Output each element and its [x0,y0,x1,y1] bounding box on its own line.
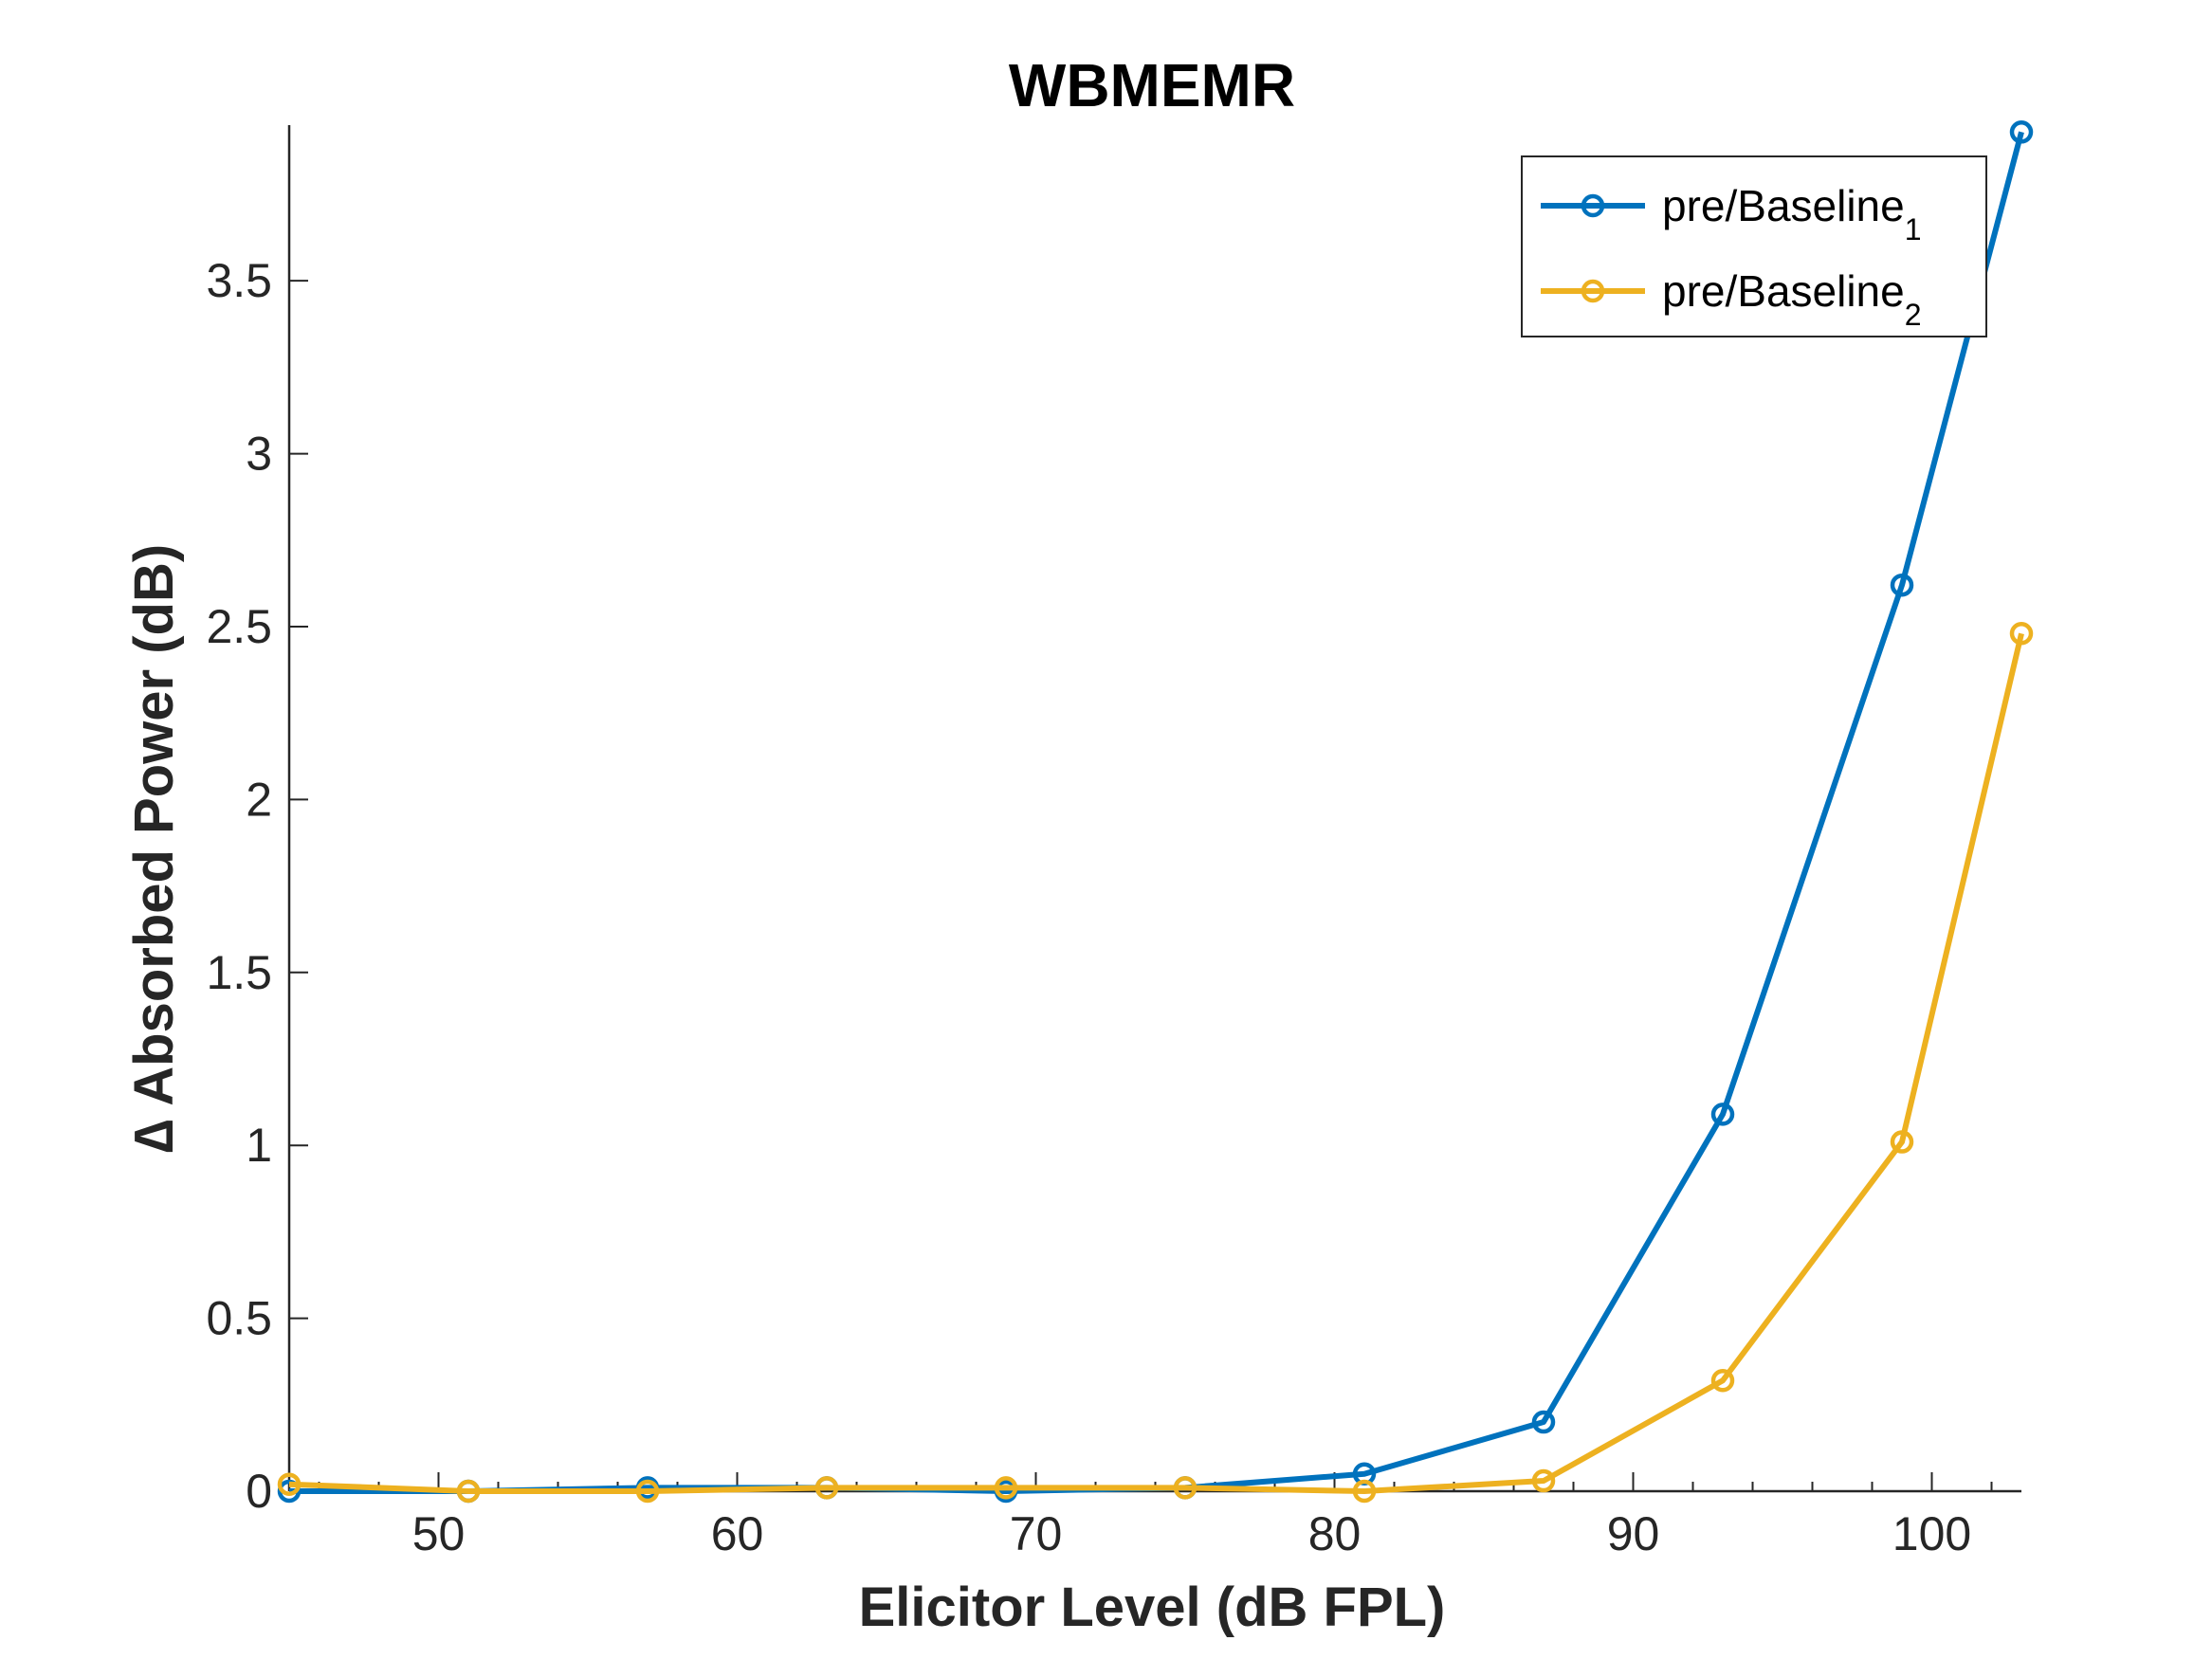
chart-title: WBMEMR [1009,51,1295,119]
legend-marker [1581,193,1605,218]
data-point [2009,120,2034,144]
series-layer [277,120,2034,1504]
y-tick-label: 3 [246,428,272,481]
data-point [277,1479,302,1504]
y-tick-label: 1.5 [206,946,272,999]
y-tick-label: 0 [246,1465,272,1518]
legend-subscript: 1 [1905,212,1922,246]
data-point [277,1472,302,1496]
data-point [1173,1476,1197,1500]
y-tick-label: 1 [246,1119,272,1172]
y-axis-ticks: 0 0.5 1 1.5 2 2.5 3 3.5 [206,254,308,1518]
data-point [1890,1130,1914,1154]
data-point [994,1476,1018,1500]
data-point [1531,1410,1556,1434]
x-tick-label: 50 [412,1507,466,1560]
x-tick-label: 60 [711,1507,764,1560]
data-point [1890,573,1914,597]
x-tick-label: 70 [1010,1507,1063,1560]
data-point [1352,1479,1377,1504]
y-tick-label: 0.5 [206,1292,272,1345]
legend-box [1521,155,1987,337]
y-tick-label: 2.5 [206,600,272,653]
data-point [1531,1468,1556,1493]
y-tick-label: 2 [246,773,272,826]
legend-subscript: 2 [1905,298,1922,332]
data-point [456,1479,481,1504]
x-tick-label: 100 [1892,1507,1971,1560]
series-line [288,632,2024,1494]
legend-marker [1581,279,1605,303]
x-tick-label: 90 [1607,1507,1660,1560]
y-axis-label: ∆ Absorbed Power (dB) [123,544,185,1153]
data-point [2009,622,2034,646]
data-point [1710,1369,1735,1393]
data-point [1710,1103,1735,1126]
x-axis-label: Elicitor Level (dB FPL) [859,1577,1446,1638]
y-tick-label: 3.5 [206,254,272,307]
data-point [635,1479,660,1504]
series-2 [277,622,2034,1504]
x-tick-label: 80 [1308,1507,1362,1560]
data-point [814,1476,839,1500]
